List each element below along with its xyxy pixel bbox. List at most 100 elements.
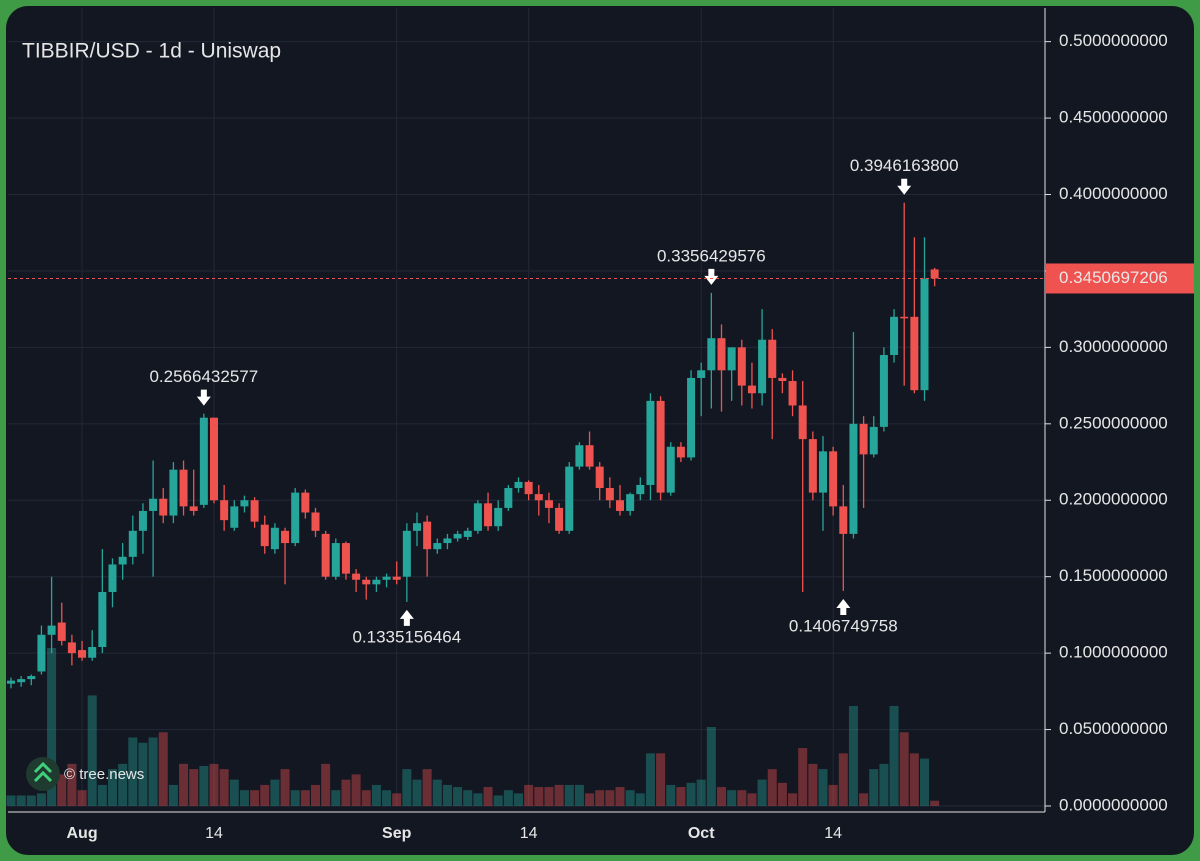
volume-bar bbox=[798, 748, 808, 806]
candle-body bbox=[433, 543, 442, 550]
candle-body bbox=[879, 355, 888, 427]
volume-bar bbox=[77, 790, 87, 806]
candle-body bbox=[88, 647, 97, 658]
volume-bar bbox=[321, 763, 331, 806]
candle-body bbox=[920, 278, 929, 391]
volume-bar bbox=[118, 763, 128, 806]
last-price-label: 0.3450697206 bbox=[1059, 268, 1168, 287]
candle-body bbox=[565, 466, 574, 531]
candle-body bbox=[7, 680, 15, 684]
volume-bar bbox=[280, 769, 290, 806]
volume-bar bbox=[148, 737, 158, 806]
candle-body bbox=[900, 316, 909, 319]
chart-title: TIBBIR/USD - 1d - Uniswap bbox=[22, 40, 281, 63]
candle-body bbox=[37, 634, 46, 672]
volume-bar bbox=[564, 784, 574, 806]
volume-bar bbox=[250, 790, 260, 806]
volume-bar bbox=[239, 790, 249, 806]
volume-bar bbox=[777, 782, 787, 806]
candle-body bbox=[199, 417, 208, 505]
y-tick-label: 0.5000000000 bbox=[1059, 31, 1168, 50]
volume-bar bbox=[311, 784, 320, 806]
candle-body bbox=[768, 339, 777, 378]
volume-bar bbox=[432, 779, 442, 806]
volume-bar bbox=[412, 779, 422, 806]
volume-bar bbox=[818, 769, 828, 806]
volume-bar bbox=[737, 790, 747, 806]
candle-body bbox=[717, 338, 726, 371]
volume-bar bbox=[788, 793, 798, 806]
candle-body bbox=[463, 530, 472, 537]
volume-bar bbox=[422, 769, 432, 806]
volume-bar bbox=[859, 793, 869, 806]
candle-body bbox=[362, 579, 371, 585]
candle-body bbox=[747, 385, 756, 394]
volume-bar bbox=[838, 753, 848, 806]
volume-bar bbox=[361, 790, 371, 806]
candle-body bbox=[159, 498, 168, 516]
candle-body bbox=[534, 494, 543, 501]
candle-body bbox=[311, 512, 320, 531]
candle-body bbox=[57, 622, 66, 641]
candle-body bbox=[829, 451, 838, 507]
volume-bar bbox=[473, 793, 483, 806]
candle-body bbox=[169, 469, 178, 516]
candle-body bbox=[798, 405, 807, 440]
y-tick-label: 0.2500000000 bbox=[1059, 413, 1168, 432]
volume-bar bbox=[351, 774, 361, 806]
candle-body bbox=[453, 533, 462, 539]
volume-bar bbox=[574, 784, 584, 806]
volume-bar bbox=[625, 790, 635, 806]
candle-body bbox=[443, 538, 452, 544]
candle-body bbox=[291, 492, 300, 544]
candle-body bbox=[27, 676, 36, 680]
volume-bar bbox=[767, 769, 777, 806]
candle-body bbox=[697, 370, 706, 378]
candle-body bbox=[67, 642, 76, 654]
candle-body bbox=[595, 466, 604, 489]
volume-bar bbox=[463, 790, 473, 806]
volume-bar bbox=[158, 732, 168, 806]
volume-bar bbox=[260, 784, 270, 806]
volume-bar bbox=[331, 790, 341, 806]
volume-bar bbox=[696, 779, 706, 806]
volume-bar bbox=[828, 784, 838, 806]
candle-body bbox=[839, 506, 848, 534]
high-label: 0.3946163800 bbox=[850, 156, 959, 175]
candle-body bbox=[575, 445, 584, 467]
volume-bar bbox=[219, 769, 229, 806]
low-label: 0.1335156464 bbox=[352, 627, 461, 646]
volume-bar bbox=[717, 787, 726, 806]
candle-body bbox=[230, 506, 239, 528]
volume-bar bbox=[290, 790, 300, 806]
candle-body bbox=[250, 500, 259, 522]
candle-body bbox=[646, 400, 655, 485]
volume-bar bbox=[341, 779, 351, 806]
volume-bar bbox=[676, 787, 686, 806]
candle-body bbox=[281, 530, 290, 544]
candle-body bbox=[473, 503, 482, 531]
high-label: 0.3356429576 bbox=[657, 246, 766, 265]
volume-bar bbox=[87, 695, 97, 806]
candle-body bbox=[301, 492, 310, 513]
candle-body bbox=[179, 469, 188, 507]
volume-bar bbox=[229, 779, 239, 806]
volume-bar bbox=[108, 769, 117, 806]
y-tick-label: 0.2000000000 bbox=[1059, 490, 1168, 509]
volume-bar bbox=[879, 763, 889, 806]
candle-body bbox=[656, 400, 665, 493]
x-tick-label: 14 bbox=[824, 825, 842, 842]
volume-bar bbox=[270, 779, 280, 806]
volume-bar bbox=[6, 795, 16, 806]
volume-bar bbox=[371, 784, 381, 806]
candle-body bbox=[270, 527, 279, 550]
volume-bar bbox=[666, 784, 676, 806]
candle-body bbox=[17, 679, 26, 683]
candle-body bbox=[930, 269, 939, 279]
candle-body bbox=[98, 591, 107, 648]
candle-body bbox=[869, 426, 878, 455]
x-tick-label: Oct bbox=[688, 825, 715, 842]
candle-body bbox=[504, 488, 513, 508]
